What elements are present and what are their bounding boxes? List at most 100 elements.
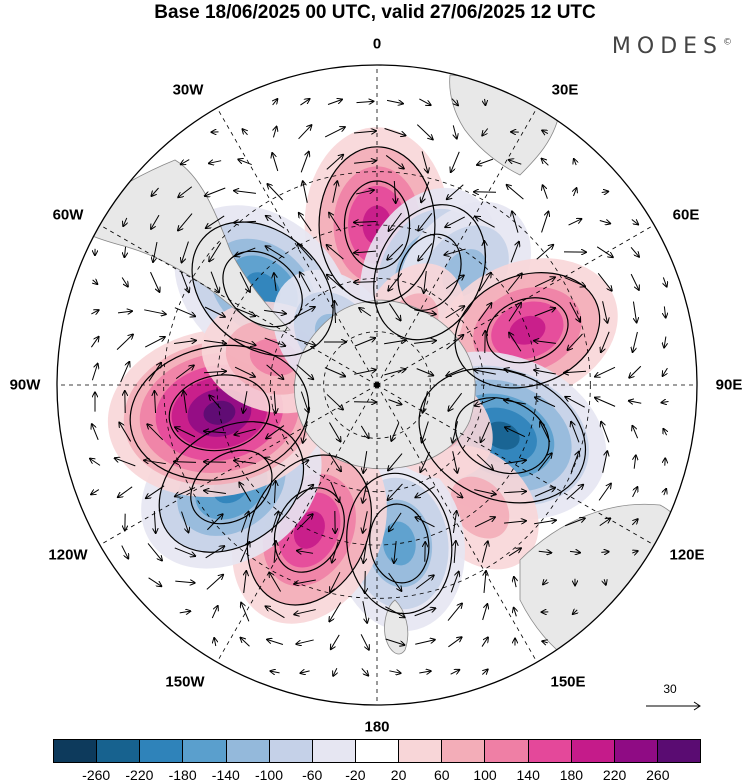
wind-vector bbox=[507, 273, 522, 291]
wind-vector bbox=[204, 431, 227, 433]
wind-vector bbox=[91, 310, 98, 314]
wind-vector bbox=[144, 309, 166, 314]
wind-vector bbox=[334, 301, 335, 324]
lon-label-30e: 30E bbox=[551, 81, 579, 99]
wind-vector bbox=[274, 481, 275, 504]
colorbar-tick-label: 220 bbox=[602, 767, 627, 783]
wind-vector bbox=[273, 127, 276, 138]
wind-vector bbox=[538, 551, 551, 553]
wind-vector bbox=[388, 399, 402, 405]
colorbar-swatch bbox=[54, 740, 98, 762]
wind-vector bbox=[633, 331, 638, 352]
wind-vector bbox=[385, 638, 405, 645]
colorbar-swatch bbox=[571, 740, 615, 762]
wind-vector bbox=[445, 306, 465, 319]
wind-vector bbox=[481, 637, 488, 647]
wind-vector bbox=[92, 424, 99, 441]
wind-vector bbox=[300, 272, 311, 292]
wind-vector bbox=[542, 130, 549, 133]
wind-vector bbox=[150, 271, 160, 292]
wind-vector bbox=[385, 606, 404, 618]
wind-vector bbox=[147, 543, 162, 560]
streamline-loop bbox=[222, 250, 303, 328]
wind-vector bbox=[629, 401, 642, 403]
wind-vector bbox=[394, 541, 396, 563]
wind-vector bbox=[595, 366, 616, 376]
wind-vector bbox=[389, 671, 400, 673]
wind-vector bbox=[450, 670, 460, 674]
wind-vector bbox=[242, 129, 247, 136]
wind-vector bbox=[174, 307, 195, 317]
wind-vector bbox=[120, 362, 130, 383]
wind-vector bbox=[274, 541, 276, 564]
lon-label-120e: 120E bbox=[669, 546, 705, 564]
wind-vector bbox=[447, 603, 462, 621]
wind-vector bbox=[329, 602, 342, 622]
wind-vector bbox=[327, 100, 342, 105]
wind-vector bbox=[329, 213, 342, 232]
colorbar-swatch bbox=[399, 740, 443, 762]
wind-vector bbox=[388, 303, 400, 321]
wind-vector bbox=[509, 333, 522, 352]
wind-vector bbox=[481, 541, 488, 563]
wind-vector bbox=[234, 461, 256, 464]
wind-vector bbox=[332, 181, 338, 203]
meridian-line bbox=[376, 384, 538, 663]
wind-vector bbox=[154, 391, 155, 414]
streamline-loop bbox=[486, 297, 569, 364]
wind-vector bbox=[421, 151, 428, 172]
wind-vector bbox=[602, 301, 608, 322]
colorbar-tick-label: 260 bbox=[646, 767, 670, 783]
wind-vector bbox=[359, 308, 372, 317]
colorbar-swatch bbox=[485, 740, 529, 762]
colorbar-tick-label: 180 bbox=[559, 767, 584, 783]
lon-label-150w: 150W bbox=[165, 673, 205, 691]
wind-vector bbox=[604, 579, 606, 584]
wind-vector bbox=[327, 245, 344, 260]
wind-vector bbox=[363, 451, 368, 473]
wind-vector bbox=[543, 580, 547, 585]
modes-logo: MODES© bbox=[612, 34, 732, 59]
wind-vector bbox=[661, 401, 669, 402]
wind-vector bbox=[174, 547, 195, 556]
wind-vector bbox=[124, 246, 125, 257]
colorbar bbox=[53, 739, 701, 763]
wind-vector bbox=[384, 369, 405, 376]
wind-vector bbox=[266, 606, 285, 619]
wind-vector bbox=[534, 488, 555, 497]
wind-vector bbox=[354, 251, 377, 253]
wind-vector bbox=[297, 551, 314, 554]
wind-vector bbox=[388, 273, 403, 290]
wind-vector bbox=[386, 100, 403, 103]
wind-vector bbox=[91, 489, 100, 495]
wind-vector bbox=[151, 214, 160, 229]
wind-vector bbox=[204, 306, 225, 317]
colorbar-swatch bbox=[269, 740, 313, 762]
wind-vector bbox=[273, 99, 278, 106]
wind-vector bbox=[354, 370, 376, 375]
wind-vector bbox=[234, 428, 256, 435]
streamline-loop bbox=[369, 503, 430, 584]
wind-vector bbox=[632, 487, 638, 498]
meridian-line bbox=[216, 384, 378, 663]
wind-vector bbox=[534, 277, 555, 288]
wind-vector bbox=[565, 397, 585, 408]
wind-vector bbox=[630, 273, 639, 290]
wind-vector bbox=[422, 421, 429, 443]
wind-vector bbox=[564, 371, 587, 373]
colorbar-swatch bbox=[97, 740, 141, 762]
wind-vector bbox=[450, 572, 458, 593]
wind-vector bbox=[175, 427, 196, 438]
wind-vector bbox=[121, 277, 128, 286]
wind-vector bbox=[274, 390, 276, 413]
wind-vector bbox=[632, 551, 637, 553]
wind-vector bbox=[384, 340, 406, 345]
logo-copyright-mark: © bbox=[723, 37, 732, 48]
wind-vector bbox=[300, 391, 308, 413]
wind-vector bbox=[597, 273, 612, 290]
wind-vector bbox=[360, 634, 369, 649]
wind-vector bbox=[271, 512, 279, 533]
south-america-landmass bbox=[69, 159, 291, 332]
colorbar-tick-label: 100 bbox=[473, 767, 497, 783]
